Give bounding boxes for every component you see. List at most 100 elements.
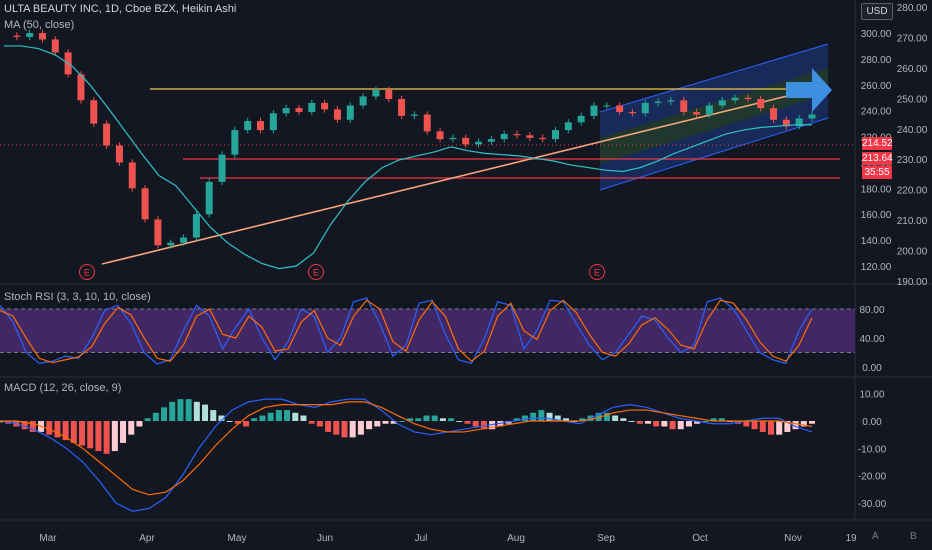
earnings-marker (589, 264, 605, 280)
ma-legend: MA (50, close) (4, 19, 75, 31)
price-right-tick-label: 250.00 (897, 94, 928, 105)
candle (436, 128, 444, 143)
macd-histogram-bar (809, 421, 815, 424)
macd-histogram-bar (103, 421, 110, 454)
candle (654, 98, 662, 107)
candle-body (500, 133, 508, 140)
candle-body (141, 188, 149, 220)
candle (744, 94, 752, 103)
macd-histogram-bar (603, 412, 610, 421)
stoch-k-line (0, 297, 813, 365)
macd-histogram-bar (800, 421, 807, 427)
candle-body (577, 115, 585, 123)
macd-histogram-bar (325, 421, 332, 432)
candle-body (449, 137, 457, 140)
macd-histogram-bar (374, 421, 381, 427)
macd-histogram-bar (349, 421, 356, 438)
price-tick-label: 120.00 (861, 262, 892, 273)
candle-body (103, 123, 111, 146)
trend-line (101, 85, 829, 265)
macd-histogram-bar (530, 412, 537, 421)
candle-body (218, 154, 226, 182)
candle (321, 99, 329, 113)
candle (115, 142, 123, 166)
candle-body (167, 242, 175, 246)
candle (500, 130, 508, 143)
macd-histogram-bar (644, 421, 651, 424)
macd-histogram-bar (46, 421, 53, 435)
candle (539, 134, 547, 143)
x-tick-label: Sep (597, 533, 615, 544)
macd-histogram-bar (439, 418, 446, 421)
x-tick-label: 19 (845, 533, 857, 544)
price-right-tick-label: 200.00 (897, 247, 928, 258)
price-right-tick-label: 270.00 (897, 33, 928, 44)
price-tick-label: 300.00 (861, 29, 892, 40)
candle (475, 138, 483, 148)
macd-histogram-bar (456, 421, 463, 422)
macd-histogram-bar (546, 412, 553, 421)
macd-histogram-bar (300, 415, 307, 421)
candle-body (321, 102, 329, 110)
candle-body (590, 105, 598, 116)
candle (231, 126, 239, 158)
earnings-marker (79, 264, 95, 280)
macd-histogram-bar (29, 421, 36, 432)
earnings-marker-label: E (313, 268, 319, 278)
macd-histogram-bar (87, 421, 94, 449)
candle (128, 159, 136, 192)
candle (244, 117, 252, 134)
candle-body (423, 114, 431, 132)
candle-body (667, 100, 675, 102)
channel-mid (600, 68, 828, 164)
level-price-badge: 213.64 (862, 152, 893, 165)
macd-histogram-bar (521, 415, 528, 421)
macd-histogram-bar (62, 421, 69, 441)
x-tick-label: Aug (507, 533, 525, 544)
macd-histogram-bar (333, 421, 340, 435)
earnings-marker-label: E (594, 268, 600, 278)
macd-tick-label: -10.00 (858, 444, 887, 455)
macd-histogram-bar (636, 421, 643, 424)
candle (590, 102, 598, 120)
candle-body (487, 139, 495, 142)
macd-histogram-bar (694, 421, 701, 424)
candle-body (564, 122, 572, 131)
macd-histogram-bar (669, 421, 676, 430)
macd-histogram-bar (628, 421, 635, 422)
currency-selector[interactable]: USD (861, 3, 893, 20)
price-tick-label: 240.00 (861, 107, 892, 118)
x-tick-label: Oct (692, 533, 708, 544)
macd-histogram-bar (423, 415, 430, 421)
candle-body (346, 105, 354, 120)
candle-body (205, 181, 213, 215)
candle (333, 106, 341, 123)
candle-body (436, 131, 444, 140)
macd-histogram-bar (448, 418, 455, 421)
macd-signal-line (0, 401, 813, 496)
earnings-marker (308, 264, 324, 280)
macd-histogram-bar (595, 412, 602, 421)
macd-histogram-bar (431, 415, 438, 421)
candle (770, 104, 778, 123)
candle (269, 110, 277, 134)
x-tick-label: May (228, 533, 247, 544)
b-button[interactable]: B (910, 531, 917, 542)
candle-body (539, 137, 547, 140)
macd-histogram-bar (193, 401, 200, 421)
ma50-line (4, 45, 812, 270)
candle-body (38, 33, 46, 40)
candle-body (782, 119, 790, 127)
candle (628, 108, 636, 117)
candle (513, 130, 521, 139)
price-right-tick-label: 240.00 (897, 125, 928, 136)
auto-scale-button[interactable]: A (872, 531, 879, 542)
macd-histogram-bar (218, 415, 225, 421)
macd-histogram-bar (702, 421, 709, 422)
stoch-rsi-legend: Stoch RSI (3, 3, 10, 10, close) (4, 291, 151, 303)
candle (757, 95, 765, 112)
candle-body (51, 39, 59, 53)
macd-legend: MACD (12, 26, close, 9) (4, 382, 122, 394)
macd-histogram-bar (259, 415, 266, 421)
